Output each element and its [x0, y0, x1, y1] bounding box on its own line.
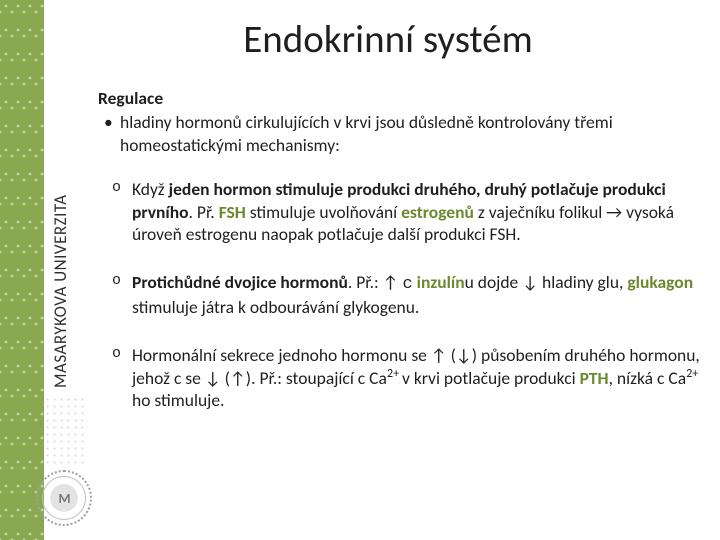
txt: , nízká c Ca	[609, 367, 687, 389]
list-item: Když jeden hormon stimuluje produkci dru…	[98, 178, 708, 245]
txt: v krvi potlačuje produkci	[402, 367, 580, 389]
term-glukagon: glukagon	[627, 271, 693, 293]
superscript: 2+	[387, 366, 402, 381]
content-area: Endokrinní systém Regulace hladiny hormo…	[90, 0, 720, 540]
slide-title: Endokrinní systém	[68, 16, 708, 63]
intro-list: hladiny hormonů cirkulujících v krvi jso…	[98, 111, 708, 156]
list-item: Hormonální sekrece jednoho hormonu se ↑ …	[98, 344, 708, 411]
mechanism-list: Když jeden hormon stimuluje produkci dru…	[98, 178, 708, 411]
intro-bullet: hladiny hormonů cirkulujících v krvi jso…	[98, 111, 708, 156]
sidebar: MASARYKOVA UNIVERZITA M	[0, 0, 90, 540]
bold-span: Protichůdné dvojice hormonů	[132, 271, 348, 293]
body-text: Regulace hladiny hormonů cirkulujících v…	[98, 87, 708, 412]
university-label: MASARYKOVA UNIVERZITA	[50, 128, 71, 388]
txt: u dojde ↓ hladiny glu,	[465, 271, 628, 293]
intro-text: hladiny hormonů cirkulujících v krvi jso…	[120, 111, 613, 155]
txt: stimuluje uvolňování	[246, 201, 401, 223]
section-heading: Regulace	[98, 87, 708, 109]
term-inzulin: inzulín	[417, 271, 465, 293]
txt: Když	[132, 178, 169, 200]
list-item: Protichůdné dvojice hormonů. Př.: ↑ c in…	[98, 271, 708, 318]
txt: . Př.: ↑	[348, 271, 403, 293]
txt: stimuluje játra k odbourávání glykogenu.	[132, 296, 419, 318]
term-estrogen: estrogenů	[401, 201, 474, 223]
term-pth: PTH	[580, 367, 609, 389]
c-symbol: c	[402, 275, 412, 294]
txt: . Př.	[189, 201, 219, 223]
sidebar-dots	[44, 396, 86, 466]
slide-root: MASARYKOVA UNIVERZITA M Endokrinní systé…	[0, 0, 720, 540]
term-fsh: FSH	[219, 201, 246, 223]
superscript: 2+	[686, 366, 698, 381]
txt: ho stimuluje.	[132, 389, 224, 411]
seal-monogram: M	[50, 484, 78, 512]
university-seal-icon: M	[36, 470, 92, 526]
